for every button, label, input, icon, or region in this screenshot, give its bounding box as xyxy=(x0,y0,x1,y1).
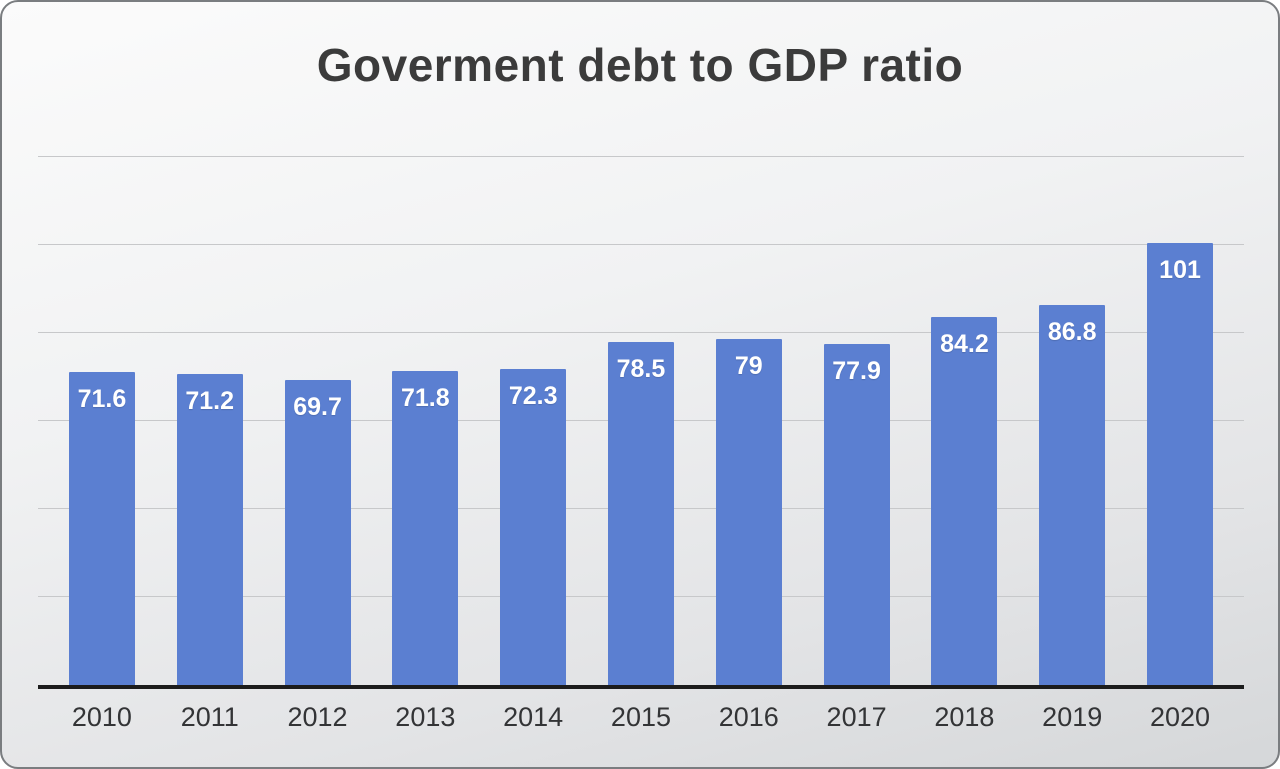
bar-column-2011: 71.2 xyxy=(156,159,264,687)
bar-2011: 71.2 xyxy=(176,373,243,687)
x-tick-label-2014: 2014 xyxy=(503,702,564,732)
bar-column-2013: 71.8 xyxy=(371,159,479,687)
plot-area: 71.6 71.2 69.7 71.8 72.3 78.5 79 77.9 84.2 86.8 10… xyxy=(38,156,1244,689)
bars-container: 71.6 71.2 69.7 71.8 72.3 78.5 79 77.9 84.2 86.8 10… xyxy=(38,159,1244,687)
bar-2019: 86.8 xyxy=(1039,305,1106,687)
x-axis-labels: 2010 2011 2012 2013 2014 2015 2016 2017 2018 2019… xyxy=(38,702,1244,733)
bar-value-label-2013: 71.8 xyxy=(401,384,450,413)
bar-2014: 72.3 xyxy=(500,368,567,687)
x-tick-label-2010: 2010 xyxy=(71,702,132,732)
bar-2020: 101 xyxy=(1147,242,1214,687)
chart-title: Goverment debt to GDP ratio xyxy=(316,39,964,91)
x-tick-label-2013: 2013 xyxy=(395,702,456,732)
x-axis-line xyxy=(38,685,1244,689)
gridline-100 xyxy=(38,244,1244,247)
bar-column-2015: 78.5 xyxy=(587,159,695,687)
bar-column-2016: 79 xyxy=(695,159,803,687)
x-tick-label-2018: 2018 xyxy=(934,702,995,732)
bar-column-2010: 71.6 xyxy=(48,159,156,687)
x-tick-label-2017: 2017 xyxy=(826,702,887,732)
x-tick-label-2019: 2019 xyxy=(1042,702,1103,732)
bar-column-2019: 86.8 xyxy=(1018,159,1126,687)
bar-2010: 71.6 xyxy=(68,371,135,687)
bar-value-label-2014: 72.3 xyxy=(508,381,558,410)
bar-value-label-2017: 77.9 xyxy=(832,357,881,386)
bar-2013: 71.8 xyxy=(392,371,459,687)
bar-2016: 79 xyxy=(715,339,782,687)
bar-value-label-2015: 78.5 xyxy=(616,354,666,383)
bar-2012: 69.7 xyxy=(284,380,351,687)
bar-value-label-2018: 84.2 xyxy=(940,329,989,358)
bar-value-label-2011: 71.2 xyxy=(185,386,235,415)
bar-column-2020: 101 xyxy=(1126,159,1234,687)
bar-value-label-2019: 86.8 xyxy=(1047,318,1097,347)
x-tick-label-2015: 2015 xyxy=(610,702,671,732)
gridline-120 xyxy=(38,156,1244,159)
bar-column-2012: 69.7 xyxy=(264,159,372,687)
gridline-80 xyxy=(38,332,1244,335)
bar-column-2018: 84.2 xyxy=(911,159,1019,687)
x-tick-label-2020: 2020 xyxy=(1149,702,1211,732)
bar-value-label-2020: 101 xyxy=(1159,255,1201,284)
bar-2017: 77.9 xyxy=(823,344,890,687)
x-tick-label-2011: 2011 xyxy=(180,702,239,732)
x-tick-label-2016: 2016 xyxy=(718,702,779,732)
x-tick-label-2012: 2012 xyxy=(287,702,348,732)
bar-value-label-2012: 69.7 xyxy=(293,393,342,422)
bar-value-label-2016: 79 xyxy=(734,352,763,381)
bar-column-2014: 72.3 xyxy=(479,159,587,687)
bar-value-label-2010: 71.6 xyxy=(77,384,127,413)
bar-2018: 84.2 xyxy=(931,316,998,687)
bar-2015: 78.5 xyxy=(607,341,674,687)
bar-column-2017: 77.9 xyxy=(803,159,911,687)
